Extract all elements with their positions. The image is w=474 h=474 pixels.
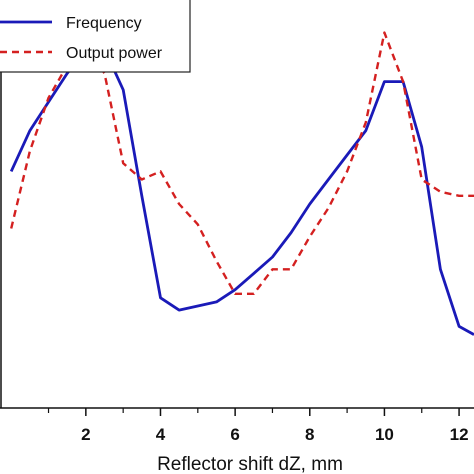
x-axis-label: Reflector shift dZ, mm (157, 454, 343, 474)
x-tick-label: 8 (305, 425, 314, 444)
legend: Frequency Output power (0, 0, 191, 73)
x-tick-label: 12 (450, 425, 469, 444)
legend-label: Output power (66, 45, 163, 62)
x-tick-label: 4 (156, 425, 166, 444)
legend-box (0, 0, 191, 73)
x-tick-label: 10 (375, 425, 394, 444)
x-tick-label: 2 (81, 425, 90, 444)
legend-label: Frequency (66, 15, 142, 32)
x-tick-label: 6 (230, 425, 239, 444)
